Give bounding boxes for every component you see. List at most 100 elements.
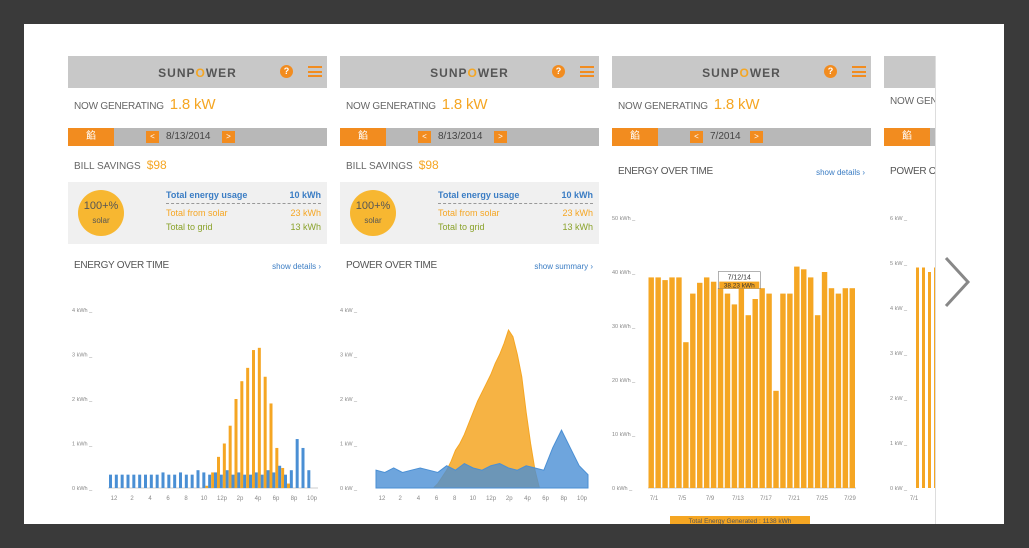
hamburger-menu-icon[interactable] xyxy=(580,66,594,77)
now-generating: NOW GENERATING 1.8 kW xyxy=(618,96,760,113)
usage-bar xyxy=(307,470,311,488)
x-tick-label: 7/5 xyxy=(678,496,687,502)
day-bar xyxy=(717,288,724,488)
day-bar xyxy=(821,272,828,488)
x-tick-label: 7/1 xyxy=(910,496,919,502)
next-date-button[interactable]: > xyxy=(222,131,235,143)
total-energy-usage-row: Total energy usage 10 kWh xyxy=(166,190,321,204)
day-bar xyxy=(745,315,751,488)
x-tick-label: 4p xyxy=(524,496,531,502)
day-bar xyxy=(780,293,786,488)
day-bar xyxy=(648,277,654,488)
power-bar xyxy=(934,267,935,488)
power-chart: 0 kW _ 1 kW _ 2 kW _ 3 kW _ 4 kW _ 12 2 4 6 8 10 12… xyxy=(340,308,589,502)
calendar-button[interactable]: 餡 xyxy=(340,128,386,146)
help-icon[interactable]: ? xyxy=(280,65,293,78)
solar-bar xyxy=(234,399,238,488)
x-tick-label: 7/9 xyxy=(706,496,715,502)
y-tick-label: 2 kW _ xyxy=(340,397,358,403)
y-tick-label: 3 kWh _ xyxy=(72,353,93,359)
day-bar xyxy=(807,277,814,488)
usage-bar xyxy=(138,474,142,488)
solar-percentage-circle: 100+% solar xyxy=(350,190,396,236)
y-tick-label: 3 kW _ xyxy=(890,351,908,357)
usage-bar xyxy=(167,474,171,488)
help-icon[interactable]: ? xyxy=(552,65,565,78)
day-bar xyxy=(828,288,835,488)
y-tick-label: 3 kW _ xyxy=(340,353,358,359)
sunpower-logo[interactable]: SUNPOWER xyxy=(430,66,509,80)
usage-bar xyxy=(284,474,287,488)
day-bar xyxy=(690,293,696,488)
usage-bar xyxy=(214,472,217,488)
day-bar xyxy=(655,277,661,488)
day-bar xyxy=(724,293,731,488)
show-summary-link[interactable]: show summary › xyxy=(534,262,593,271)
y-tick-label: 4 kW _ xyxy=(890,306,908,312)
app-header: SUNPOWER ? xyxy=(612,56,871,88)
total-energy-usage-row: Total energy usage 10 kWh xyxy=(438,190,593,204)
next-arrow-icon[interactable] xyxy=(940,254,974,310)
energy-summary: 100+% solar Total energy usage 10 kWh Tota… xyxy=(68,182,327,244)
x-tick-label: 8p xyxy=(291,496,298,502)
bill-savings: BILL SAVINGS $98 xyxy=(74,158,167,172)
monthly-energy-chart: 0 kWh _ 10 kWh _ 20 kWh _ 30 kWh _ 40 kWh _ 5… xyxy=(612,216,856,524)
usage-bar xyxy=(132,474,136,488)
app-header xyxy=(884,56,935,88)
x-tick-label: 2 xyxy=(130,496,134,502)
y-tick-label: 2 kWh _ xyxy=(72,397,93,403)
next-date-button[interactable]: > xyxy=(494,131,507,143)
usage-bar xyxy=(254,472,258,488)
energy-summary: 100+% solar Total energy usage 10 kWh Tota… xyxy=(340,182,599,244)
day-bar xyxy=(794,266,800,488)
prev-date-button[interactable]: < xyxy=(418,131,431,143)
usage-bar xyxy=(243,474,247,488)
day-bar xyxy=(703,277,710,488)
sunpower-logo[interactable]: SUNPOWER xyxy=(158,66,237,80)
section-title: ENERGY OVER TIME xyxy=(74,260,169,271)
y-tick-label: 2 kW _ xyxy=(890,396,908,402)
usage-bar xyxy=(231,474,235,488)
solar-bar xyxy=(240,381,244,488)
solar-bar xyxy=(263,376,267,488)
footer-total: Total Energy Generated : 1138 kWh xyxy=(689,518,792,524)
y-tick-label: 1 kW _ xyxy=(890,441,908,447)
sunpower-logo[interactable]: SUNPOWER xyxy=(702,66,781,80)
date-bar: 餡 xyxy=(884,128,935,146)
prev-date-button[interactable]: < xyxy=(146,131,159,143)
usage-bar xyxy=(278,465,282,488)
date-bar: 餡 < 8/13/2014 > xyxy=(68,128,327,146)
power-bar xyxy=(928,272,931,488)
x-tick-label: 10 xyxy=(470,496,477,502)
calendar-button[interactable]: 餡 xyxy=(612,128,658,146)
solar-bar xyxy=(281,467,285,488)
show-details-link[interactable]: show details › xyxy=(272,262,321,271)
solar-bar xyxy=(217,456,220,488)
calendar-button[interactable]: 餡 xyxy=(68,128,114,146)
y-tick-label: 50 kWh _ xyxy=(612,216,636,222)
usage-area xyxy=(375,429,589,489)
hamburger-menu-icon[interactable] xyxy=(308,66,322,77)
x-tick-label: 12p xyxy=(486,496,497,502)
energy-chart: 0 kWh _ 1 kWh _ 2 kWh _ 3 kWh _ 4 kWh _ 12 2 4 6… xyxy=(72,308,318,502)
day-bar xyxy=(814,315,821,488)
usage-bar xyxy=(208,474,212,488)
day-bar xyxy=(801,269,807,488)
solar-bar xyxy=(269,403,273,488)
x-tick-label: 6p xyxy=(542,496,549,502)
calendar-button[interactable]: 餡 xyxy=(884,128,930,146)
hamburger-menu-icon[interactable] xyxy=(852,66,866,77)
y-tick-label: 40 kWh _ xyxy=(612,270,636,276)
prev-month-button[interactable]: < xyxy=(690,131,703,143)
help-icon[interactable]: ? xyxy=(824,65,837,78)
date-label: 8/13/2014 xyxy=(438,131,483,142)
show-details-link[interactable]: show details › xyxy=(816,168,865,177)
solar-bar xyxy=(211,472,215,488)
day-bar xyxy=(766,293,772,488)
usage-bar xyxy=(155,474,159,488)
next-month-button[interactable]: > xyxy=(750,131,763,143)
x-tick-label: 10 xyxy=(201,496,208,502)
y-tick-label: 1 kWh _ xyxy=(72,442,93,448)
y-tick-label: 5 kW _ xyxy=(890,261,908,267)
day-bar xyxy=(669,277,675,488)
